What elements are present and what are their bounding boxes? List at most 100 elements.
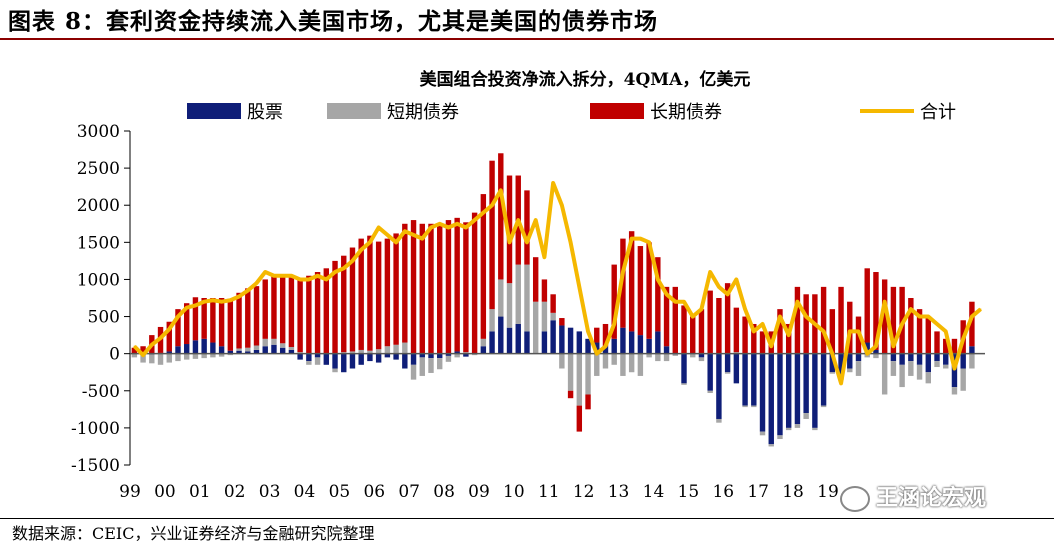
- series-line-total: [132, 180, 982, 386]
- total-point: [508, 241, 511, 244]
- bar-short-bonds: [384, 346, 391, 354]
- bar-long-bonds: [890, 286, 897, 354]
- total-point: [805, 315, 807, 318]
- bar-equity: [934, 353, 940, 362]
- bar-equity: [794, 353, 801, 425]
- bar-long-bonds: [279, 276, 286, 344]
- bar-equity: [559, 325, 565, 354]
- bar-short-bonds: [908, 361, 914, 376]
- bar-equity: [925, 353, 931, 373]
- total-point: [133, 345, 136, 348]
- total-point: [447, 226, 450, 229]
- bar-long-bonds: [724, 283, 731, 354]
- bar-equity: [323, 353, 330, 365]
- total-point: [883, 300, 886, 303]
- bar-short-bonds: [628, 353, 635, 373]
- bar-long-bonds: [218, 298, 225, 347]
- x-tick-label: 00: [154, 482, 176, 502]
- bar-short-bonds: [245, 347, 251, 352]
- bar-equity: [480, 346, 487, 354]
- bar-long-bonds: [236, 292, 242, 349]
- bar-equity: [812, 353, 818, 428]
- total-point: [674, 300, 677, 303]
- total-point: [404, 230, 406, 232]
- bar-long-bonds: [524, 190, 530, 265]
- bar-equity: [873, 349, 879, 354]
- bar-long-bonds: [951, 338, 958, 354]
- total-point: [334, 271, 336, 273]
- bar-long-bonds: [253, 286, 260, 346]
- bar-short-bonds: [550, 312, 556, 321]
- bar-long-bonds: [820, 286, 827, 354]
- total-point: [718, 286, 720, 288]
- chart-title: 美国组合投资净流入拆分，4QMA，亿美元: [420, 69, 751, 90]
- bar-short-bonds: [812, 427, 818, 431]
- total-point: [159, 337, 162, 339]
- total-point: [342, 267, 345, 270]
- bar-short-bonds: [314, 357, 321, 365]
- bar-long-bonds: [655, 257, 661, 332]
- bar-equity: [349, 353, 356, 369]
- total-point: [971, 315, 973, 318]
- total-point: [456, 222, 458, 225]
- bar-short-bonds: [532, 301, 539, 354]
- bar-equity: [218, 346, 225, 354]
- total-point: [665, 293, 668, 296]
- bar-short-bonds: [140, 355, 146, 363]
- bar-long-bonds: [628, 231, 635, 332]
- bar-long-bonds: [175, 309, 181, 347]
- bar-equity: [279, 347, 286, 354]
- bar-long-bonds: [332, 260, 338, 354]
- bar-equity: [437, 353, 443, 359]
- bar-short-bonds: [279, 343, 286, 348]
- total-point: [953, 367, 956, 370]
- bar-equity: [663, 346, 670, 354]
- total-point: [918, 315, 921, 318]
- bar-equity: [306, 353, 312, 362]
- bar-equity: [463, 353, 469, 357]
- bar-short-bonds: [454, 353, 460, 358]
- total-point: [604, 345, 607, 348]
- bar-long-bonds: [349, 247, 356, 352]
- total-point: [421, 237, 424, 240]
- bar-equity: [628, 331, 635, 354]
- total-point: [325, 278, 328, 281]
- bar-long-bonds: [166, 321, 172, 352]
- bar-equity: [245, 351, 251, 354]
- total-point: [308, 278, 310, 281]
- bar-long-bonds: [864, 268, 870, 343]
- total-point: [203, 300, 205, 303]
- bar-short-bonds: [951, 387, 958, 395]
- bar-short-bonds: [367, 350, 373, 354]
- total-point: [517, 219, 520, 221]
- bar-equity: [419, 353, 425, 358]
- bar-equity: [707, 353, 713, 391]
- y-tick-label: 1500: [77, 233, 120, 253]
- bar-long-bonds: [367, 235, 373, 351]
- bar-equity: [454, 351, 460, 354]
- bar-equity: [367, 353, 373, 362]
- bar-long-bonds: [210, 298, 216, 343]
- wechat-icon: [840, 486, 870, 512]
- bar-short-bonds: [881, 353, 888, 395]
- bar-group: [131, 153, 975, 447]
- total-point: [578, 286, 581, 288]
- bar-equity: [716, 353, 722, 419]
- bar-short-bonds: [218, 353, 225, 357]
- x-tick-label: 17: [747, 482, 769, 502]
- bar-short-bonds: [655, 353, 661, 362]
- y-tick-label: -1500: [71, 456, 120, 476]
- bar-long-bonds: [323, 268, 330, 354]
- bar-long-bonds: [785, 323, 792, 354]
- bar-short-bonds: [663, 353, 670, 362]
- total-point: [229, 299, 232, 302]
- bar-equity: [550, 320, 556, 354]
- bar-long-bonds: [794, 286, 801, 354]
- bar-short-bonds: [567, 353, 574, 391]
- bar-equity: [785, 353, 792, 428]
- bar-short-bonds: [611, 353, 617, 365]
- total-point: [700, 308, 703, 310]
- bar-equity: [594, 342, 600, 354]
- x-tick-label: 18: [782, 482, 804, 502]
- legend-label: 长期债券: [650, 102, 722, 123]
